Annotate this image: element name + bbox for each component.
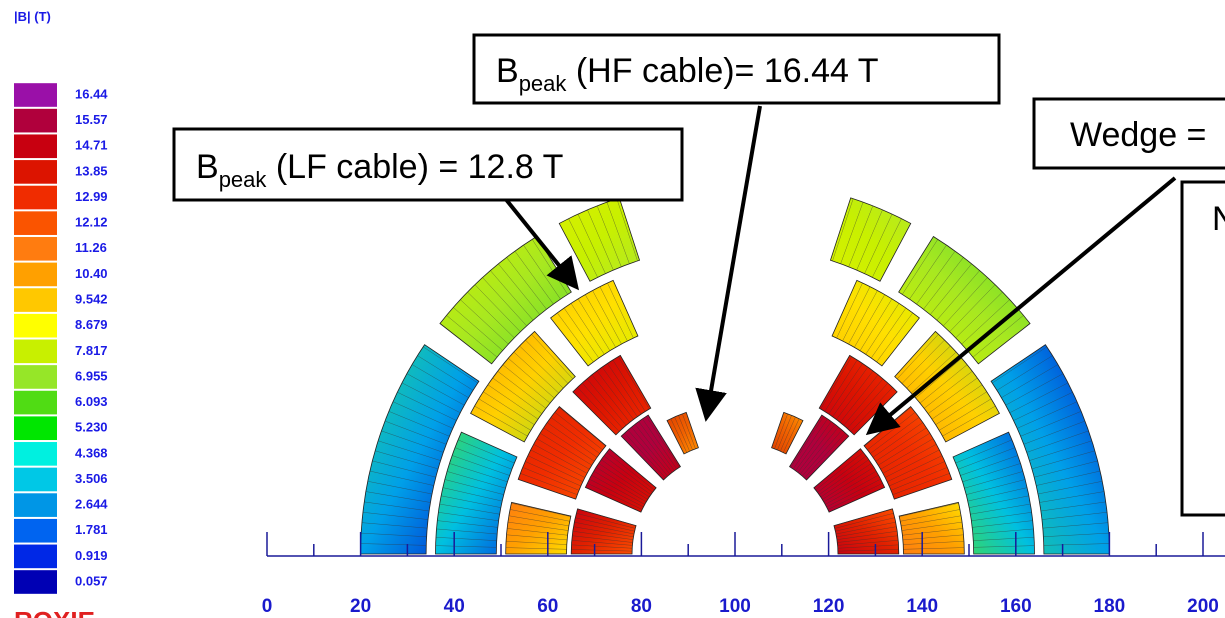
- arrow: [707, 106, 760, 414]
- annotation-rest: (HF cable)= 16.44 T: [566, 52, 878, 90]
- legend-swatch: [14, 519, 57, 543]
- legend-swatch: [14, 160, 57, 184]
- legend-label: 4.368: [75, 445, 108, 460]
- coil-block: [953, 432, 1034, 554]
- legend-swatch: [14, 340, 57, 364]
- coil-block: [772, 412, 803, 454]
- legend-label: 6.093: [75, 394, 108, 409]
- legend-swatch: [14, 186, 57, 210]
- tick-label: 80: [631, 596, 652, 617]
- coil-block: [571, 509, 636, 554]
- legend-title: |B| (T): [14, 9, 51, 24]
- legend-swatch: [14, 442, 57, 466]
- legend-label: 5.230: [75, 420, 108, 435]
- legend-swatch: [14, 288, 57, 312]
- legend-label: 2.644: [75, 497, 108, 512]
- tick-label: 100: [719, 596, 751, 617]
- legend-swatch: [14, 83, 57, 107]
- legend-label: 0.919: [75, 548, 108, 563]
- legend-swatch: [14, 570, 57, 594]
- legend-label: 8.679: [75, 317, 108, 332]
- tick-label: 200: [1187, 596, 1219, 617]
- coil-block: [834, 509, 899, 554]
- tick-label: 20: [350, 596, 371, 617]
- coil-block: [899, 236, 1030, 363]
- tick-label: 180: [1094, 596, 1126, 617]
- legend-label: 0.057: [75, 573, 108, 588]
- coil-block: [667, 412, 698, 454]
- coil-block: [435, 432, 516, 554]
- tick-label: 160: [1000, 596, 1032, 617]
- legend-swatch: [14, 493, 57, 517]
- tick-label: 120: [813, 596, 845, 617]
- legend-label: 1.781: [75, 522, 108, 537]
- legend-swatch: [14, 211, 57, 235]
- legend-swatch: [14, 545, 57, 569]
- figure: |B| (T) N Bpeak (LF cable) = 12.8 T Bpea…: [0, 0, 1225, 618]
- coil-block: [559, 198, 639, 281]
- legend-swatch: [14, 314, 57, 338]
- legend-label: 14.71: [75, 138, 108, 153]
- legend-label: 12.12: [75, 215, 108, 230]
- legend-label: 16.44: [75, 86, 108, 101]
- tick-label: 40: [444, 596, 465, 617]
- legend-label: 11.26: [75, 240, 107, 255]
- tick-label: 140: [906, 596, 938, 617]
- legend-swatch: [14, 391, 57, 415]
- legend-swatch: [14, 468, 57, 492]
- annotation-rest: (LF cable) = 12.8 T: [266, 148, 563, 186]
- annotation-main: B: [496, 52, 519, 90]
- legend-label: 7.817: [75, 343, 108, 358]
- legend-label: 3.506: [75, 471, 108, 486]
- legend-label: 10.40: [75, 266, 108, 281]
- legend-label: 12.99: [75, 189, 108, 204]
- legend-swatch: [14, 134, 57, 158]
- legend-swatch: [14, 237, 57, 261]
- tick-label: 0: [262, 596, 273, 617]
- legend-swatch: [14, 365, 57, 389]
- annotation-sub: peak: [219, 167, 268, 192]
- legend-swatch: [14, 263, 57, 287]
- legend-swatch: [14, 109, 57, 133]
- coil-block: [830, 198, 910, 281]
- legend-swatch: [14, 416, 57, 440]
- legend-label: 15.57: [75, 112, 108, 127]
- tick-label: 60: [537, 596, 558, 617]
- legend-label: 9.542: [75, 291, 108, 306]
- annotation-sub: peak: [519, 71, 568, 96]
- coil-block: [899, 502, 964, 554]
- legend-label: 13.85: [75, 163, 108, 178]
- coil-block: [506, 502, 571, 554]
- annotation: N: [1212, 200, 1225, 238]
- annotation-main: B: [196, 148, 219, 186]
- footer: ROXIE: [14, 606, 95, 618]
- annotation: Wedge =: [1070, 116, 1206, 154]
- legend-label: 6.955: [75, 368, 108, 383]
